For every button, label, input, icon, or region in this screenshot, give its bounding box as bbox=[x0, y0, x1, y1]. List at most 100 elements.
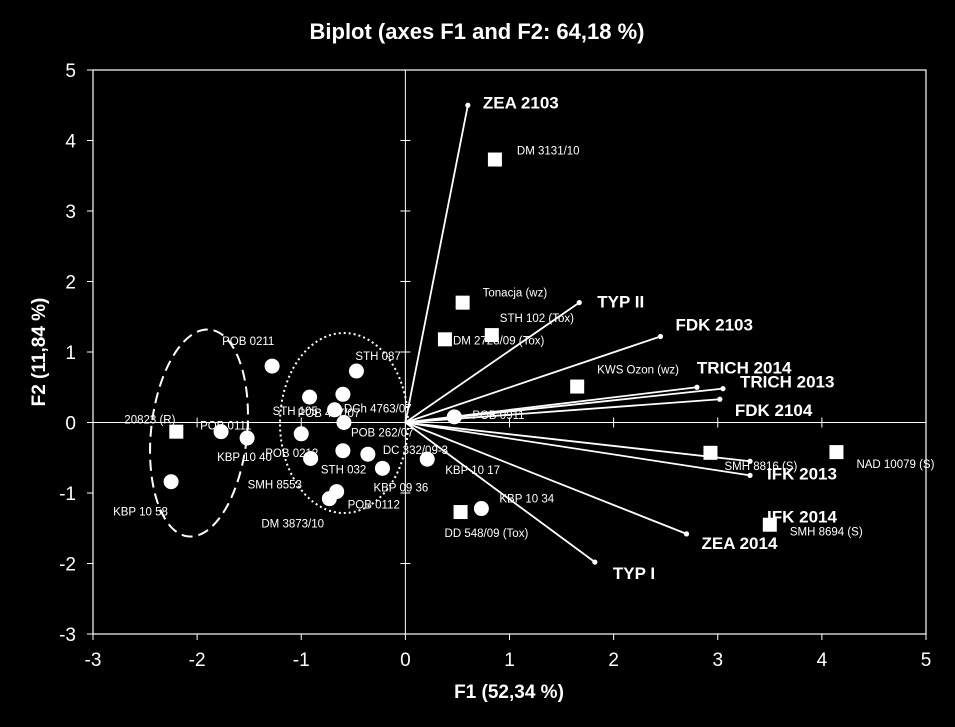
variable-label: TRICH 2014 bbox=[697, 358, 792, 377]
variable-vector-tip bbox=[694, 384, 700, 390]
variable-vector-tip bbox=[683, 531, 690, 537]
observation-circle-marker bbox=[163, 474, 179, 490]
y-tick-label: 2 bbox=[65, 273, 76, 294]
variable-vector bbox=[404, 421, 596, 563]
variable-label: IFK 2013 bbox=[767, 464, 837, 483]
variable-label: ZEA 2014 bbox=[702, 534, 778, 553]
x-tick-label: -2 bbox=[189, 650, 206, 671]
x-tick-label: 5 bbox=[921, 650, 932, 671]
observation-label: DD 548/09 (Tox) bbox=[445, 528, 529, 540]
variable-vector-tip bbox=[592, 559, 598, 565]
observation-square-marker bbox=[169, 424, 184, 439]
x-tick-label: 3 bbox=[712, 650, 723, 671]
observation-label: KBP 10 58 bbox=[113, 507, 168, 519]
y-tick-label: 1 bbox=[65, 343, 76, 364]
observation-circle-marker bbox=[327, 402, 343, 418]
observation-label: SMH 8816 (S) bbox=[724, 461, 797, 473]
y-tick-label: 5 bbox=[65, 61, 76, 82]
variable-vector bbox=[405, 421, 687, 535]
observation-square-marker bbox=[762, 517, 777, 532]
variable-vector-tip bbox=[657, 333, 664, 340]
y-tick-label: -1 bbox=[59, 484, 76, 505]
observation-label: STH 105 bbox=[273, 406, 318, 418]
observation-circle-marker bbox=[419, 451, 435, 467]
variable-label: FDK 2103 bbox=[675, 315, 752, 334]
variable-vector-tip bbox=[465, 102, 471, 108]
observation-label: POB 0112 bbox=[348, 500, 400, 512]
observation-label: POB 0211 bbox=[222, 336, 274, 348]
observation-circle-marker bbox=[348, 363, 364, 379]
variable-vector bbox=[405, 421, 751, 463]
observation-label: POB 0911 bbox=[472, 410, 524, 422]
observation-label: 20823 (R) bbox=[124, 415, 175, 427]
observation-label: STH 102 (Tox) bbox=[500, 313, 574, 325]
observation-circle-marker bbox=[302, 389, 318, 405]
observation-label: STH 087 bbox=[355, 351, 400, 363]
observation-label: KBP 10 34 bbox=[499, 494, 554, 506]
x-tick-label: 2 bbox=[608, 650, 619, 671]
variable-label: IFK 2014 bbox=[767, 507, 837, 526]
variable-label: TRICH 2013 bbox=[740, 373, 834, 392]
observation-square-marker bbox=[703, 445, 718, 460]
x-axis-title: F1 (52,34 %) bbox=[454, 682, 564, 703]
observation-label: DM 3873/10 bbox=[261, 519, 324, 531]
observation-label: DM 2728/09 (Tox) bbox=[453, 335, 545, 347]
observation-circle-marker bbox=[293, 426, 309, 442]
observation-circle-marker bbox=[335, 443, 351, 459]
x-tick-label: 1 bbox=[504, 650, 515, 671]
observation-label: DM 3131/10 bbox=[517, 146, 580, 158]
observation-label: KBP 10 40 bbox=[217, 452, 272, 464]
observation-square-marker bbox=[437, 332, 452, 347]
variable-vector bbox=[405, 335, 661, 424]
variable-vector-tip bbox=[747, 472, 753, 478]
observation-circle-marker bbox=[446, 409, 462, 425]
observation-label: POB 0111 bbox=[200, 421, 251, 433]
x-tick-label: 4 bbox=[817, 650, 828, 671]
x-tick-label: -1 bbox=[293, 650, 310, 671]
observation-square-marker bbox=[829, 445, 844, 460]
observation-circle-marker bbox=[239, 430, 255, 446]
observation-circle-marker bbox=[473, 501, 489, 517]
observation-square-marker bbox=[453, 505, 468, 520]
observation-circle-marker bbox=[360, 446, 376, 462]
observation-label: DCh 4763/07 bbox=[344, 403, 412, 415]
observation-label: STH 032 bbox=[321, 465, 366, 477]
observation-circle-marker bbox=[336, 415, 352, 430]
observation-square-marker bbox=[484, 328, 499, 343]
observation-label: NAD 10079 (S) bbox=[856, 459, 934, 471]
y-tick-label: 4 bbox=[65, 132, 76, 153]
observation-circle-marker bbox=[329, 484, 345, 500]
variable-vector bbox=[405, 421, 751, 477]
y-tick-label: 0 bbox=[65, 414, 76, 435]
observation-square-marker bbox=[570, 379, 585, 394]
variable-vector bbox=[404, 301, 580, 424]
y-tick-label: 3 bbox=[65, 202, 76, 223]
y-axis-title: F2 (11,84 %) bbox=[29, 298, 50, 407]
observation-label: POB 457/07 bbox=[298, 408, 361, 420]
observation-square-marker bbox=[455, 295, 470, 310]
observation-circle-marker bbox=[335, 386, 351, 402]
variable-label: TYP I bbox=[613, 564, 655, 583]
observation-label: DC 332/09-3 bbox=[383, 445, 448, 457]
y-tick-label: -2 bbox=[59, 555, 76, 576]
chart-title: Biplot (axes F1 and F2: 64,18 %) bbox=[310, 19, 645, 44]
observation-label: KWS Ozon (wz) bbox=[597, 365, 679, 377]
observation-circle-marker bbox=[264, 358, 280, 374]
y-tick-label: -3 bbox=[59, 625, 76, 646]
observation-label: Tonacja (wz) bbox=[483, 288, 548, 300]
x-tick-label: -3 bbox=[85, 650, 102, 671]
variable-vector-tip bbox=[720, 386, 726, 392]
observation-circle-marker bbox=[303, 450, 319, 466]
observation-circle-marker bbox=[374, 460, 390, 476]
observation-label: POB 0212 bbox=[265, 448, 318, 460]
variable-vector-tip bbox=[576, 300, 582, 306]
observation-label: KBP 10 17 bbox=[445, 465, 500, 477]
variable-label: TYP II bbox=[597, 293, 644, 312]
observation-label: POB 262/07 bbox=[351, 428, 414, 440]
observation-label: SMH 8694 (S) bbox=[790, 527, 863, 539]
x-tick-label: 0 bbox=[400, 650, 411, 671]
variable-vector-tip bbox=[747, 458, 753, 464]
variable-label: ZEA 2103 bbox=[483, 93, 559, 112]
